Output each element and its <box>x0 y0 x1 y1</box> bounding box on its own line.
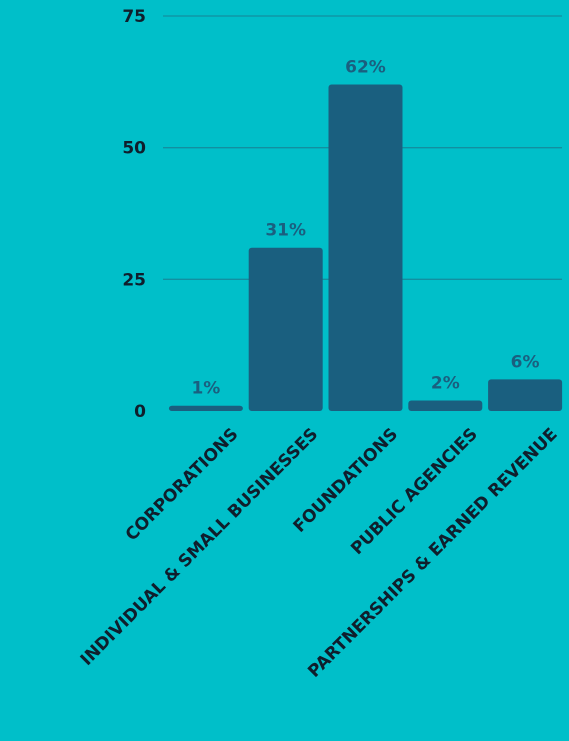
bar-3 <box>408 400 483 411</box>
y-tick-label-0: 0 <box>134 402 146 422</box>
data-labels: 1% 31% 62% 2% 6% <box>191 57 539 398</box>
data-label-3: 2% <box>431 373 460 393</box>
y-tick-label-25: 25 <box>122 270 146 290</box>
data-label-4: 6% <box>511 352 540 372</box>
data-label-0: 1% <box>191 379 220 399</box>
bar-2 <box>328 84 403 411</box>
y-tick-label-75: 75 <box>122 7 146 27</box>
data-label-1: 31% <box>265 221 306 241</box>
bar-1 <box>248 247 323 411</box>
y-axis-ticks: 0 25 50 75 <box>122 7 146 422</box>
bars <box>168 84 563 411</box>
bar-4 <box>488 379 563 411</box>
y-tick-label-50: 50 <box>122 139 146 159</box>
bar-0 <box>168 405 243 411</box>
data-label-2: 62% <box>345 57 386 77</box>
